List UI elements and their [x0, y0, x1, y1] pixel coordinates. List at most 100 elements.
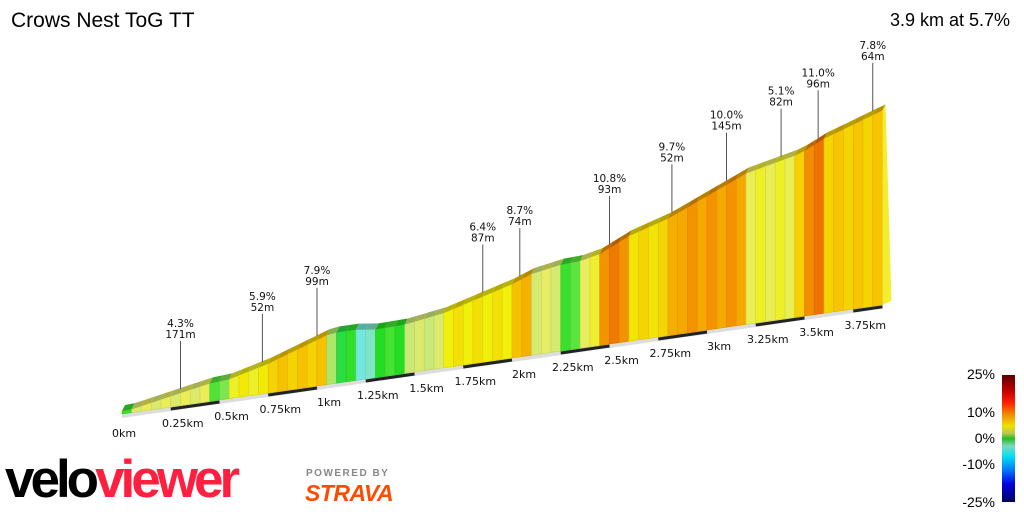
profile-top-surface: [414, 312, 428, 322]
veloviewer-logo: veloviewer: [5, 452, 240, 508]
profile-slice: [638, 226, 649, 341]
profile-top-surface: [853, 113, 866, 125]
km-tick-label: 1.5km: [409, 382, 444, 395]
profile-slice: [355, 329, 367, 381]
profile-top-surface: [248, 361, 262, 372]
profile-top-surface: [190, 380, 203, 390]
profile-slice: [297, 344, 308, 390]
profile-top-surface: [239, 365, 252, 376]
profile-slice: [209, 380, 220, 402]
legend-label-neg25: -25%: [962, 494, 995, 510]
baseline-km-marker: [658, 330, 708, 341]
annotation-gradient: 8.7%: [506, 205, 533, 217]
profile-slice: [472, 296, 484, 364]
profile-top-surface: [736, 167, 749, 180]
annotation-length: 82m: [769, 97, 793, 109]
profile-slice: [511, 278, 523, 359]
profile-top-surface: [551, 258, 564, 268]
km-tick-label: 0.75km: [259, 403, 301, 416]
gradient-color-legend: [1002, 375, 1015, 502]
profile-slice: [745, 169, 757, 325]
profile-top-surface: [317, 329, 330, 340]
profile-top-surface: [814, 132, 827, 145]
annotation-gradient: 7.8%: [859, 40, 886, 52]
profile-slice: [843, 124, 854, 311]
profile-top-surface: [141, 396, 155, 406]
profile-top-surface: [521, 267, 535, 280]
profile-top-surface: [755, 160, 769, 170]
profile-top-surface: [531, 264, 545, 274]
profile-slice: [258, 363, 269, 395]
profile-slice: [433, 312, 445, 370]
profile-slice: [384, 325, 396, 377]
profile-top-surface: [287, 343, 301, 355]
profile-slice: [345, 329, 357, 383]
profile-top-surface: [794, 144, 808, 156]
annotation-gradient: 7.9%: [304, 265, 331, 277]
profile-slice: [404, 321, 415, 374]
powered-by-label: POWERED BY: [306, 468, 390, 479]
profile-top-surface: [638, 221, 652, 232]
profile-top-surface: [580, 251, 593, 262]
profile-top-surface: [775, 153, 788, 163]
profile-top-surface: [307, 333, 320, 345]
profile-slice: [716, 184, 727, 329]
profile-slice: [599, 247, 610, 346]
profile-slice: [609, 241, 620, 345]
annotation-gradient: 11.0%: [801, 67, 834, 79]
profile-slice: [628, 231, 640, 342]
profile-top-surface: [326, 326, 340, 336]
profile-slice: [414, 318, 425, 373]
profile-top-surface: [824, 127, 837, 139]
km-tick-label: 2.25km: [552, 361, 594, 374]
profile-top-surface: [785, 149, 798, 160]
profile-top-surface: [648, 216, 662, 228]
profile-top-surface: [687, 195, 701, 208]
profile-slice: [316, 334, 328, 387]
profile-slice: [667, 212, 679, 336]
profile-top-surface: [161, 390, 174, 400]
profile-top-surface: [502, 278, 515, 289]
legend-label-25: 25%: [966, 366, 995, 382]
profile-slice: [755, 165, 766, 324]
profile-slice: [648, 222, 659, 339]
profile-top-surface: [590, 247, 603, 258]
baseline-km-marker: [463, 358, 513, 369]
profile-top-surface: [424, 309, 437, 319]
annotation-length: 52m: [660, 152, 684, 164]
profile-top-surface: [658, 212, 671, 223]
baseline-km-marker: [755, 316, 805, 327]
profile-top-surface: [375, 321, 389, 330]
profile-top-surface: [336, 325, 350, 333]
profile-top-surface: [278, 348, 291, 359]
annotation-gradient: 10.8%: [593, 173, 626, 185]
profile-top-surface: [833, 123, 847, 134]
profile-slice: [531, 270, 542, 356]
annotation-length: 99m: [305, 276, 329, 288]
profile-slice: [833, 128, 844, 313]
profile-slice: [550, 264, 562, 353]
segment-summary: 3.9 km at 5.7%: [889, 10, 1010, 30]
profile-slice: [579, 257, 591, 349]
profile-slice: [618, 235, 630, 343]
annotation-length: 74m: [508, 216, 532, 228]
profile-slice: [228, 374, 240, 399]
profile-slice: [774, 158, 786, 321]
profile-slice: [872, 109, 883, 307]
profile-slice: [540, 267, 552, 355]
profile-slice: [823, 133, 835, 314]
profile-top-surface: [297, 338, 311, 350]
profile-top-surface: [151, 393, 164, 403]
profile-top-surface: [434, 306, 447, 316]
profile-top-surface: [629, 225, 642, 236]
profile-top-surface: [200, 377, 213, 387]
profile-slice: [365, 329, 376, 380]
profile-slice: [726, 178, 737, 328]
km-tick-label: 1km: [317, 396, 341, 409]
profile-top-surface: [541, 261, 554, 271]
annotation-length: 171m: [165, 329, 195, 341]
annotation-length: 96m: [806, 78, 830, 90]
legend-label-10: 10%: [966, 404, 995, 420]
km-tick-label: 1.25km: [357, 389, 399, 402]
